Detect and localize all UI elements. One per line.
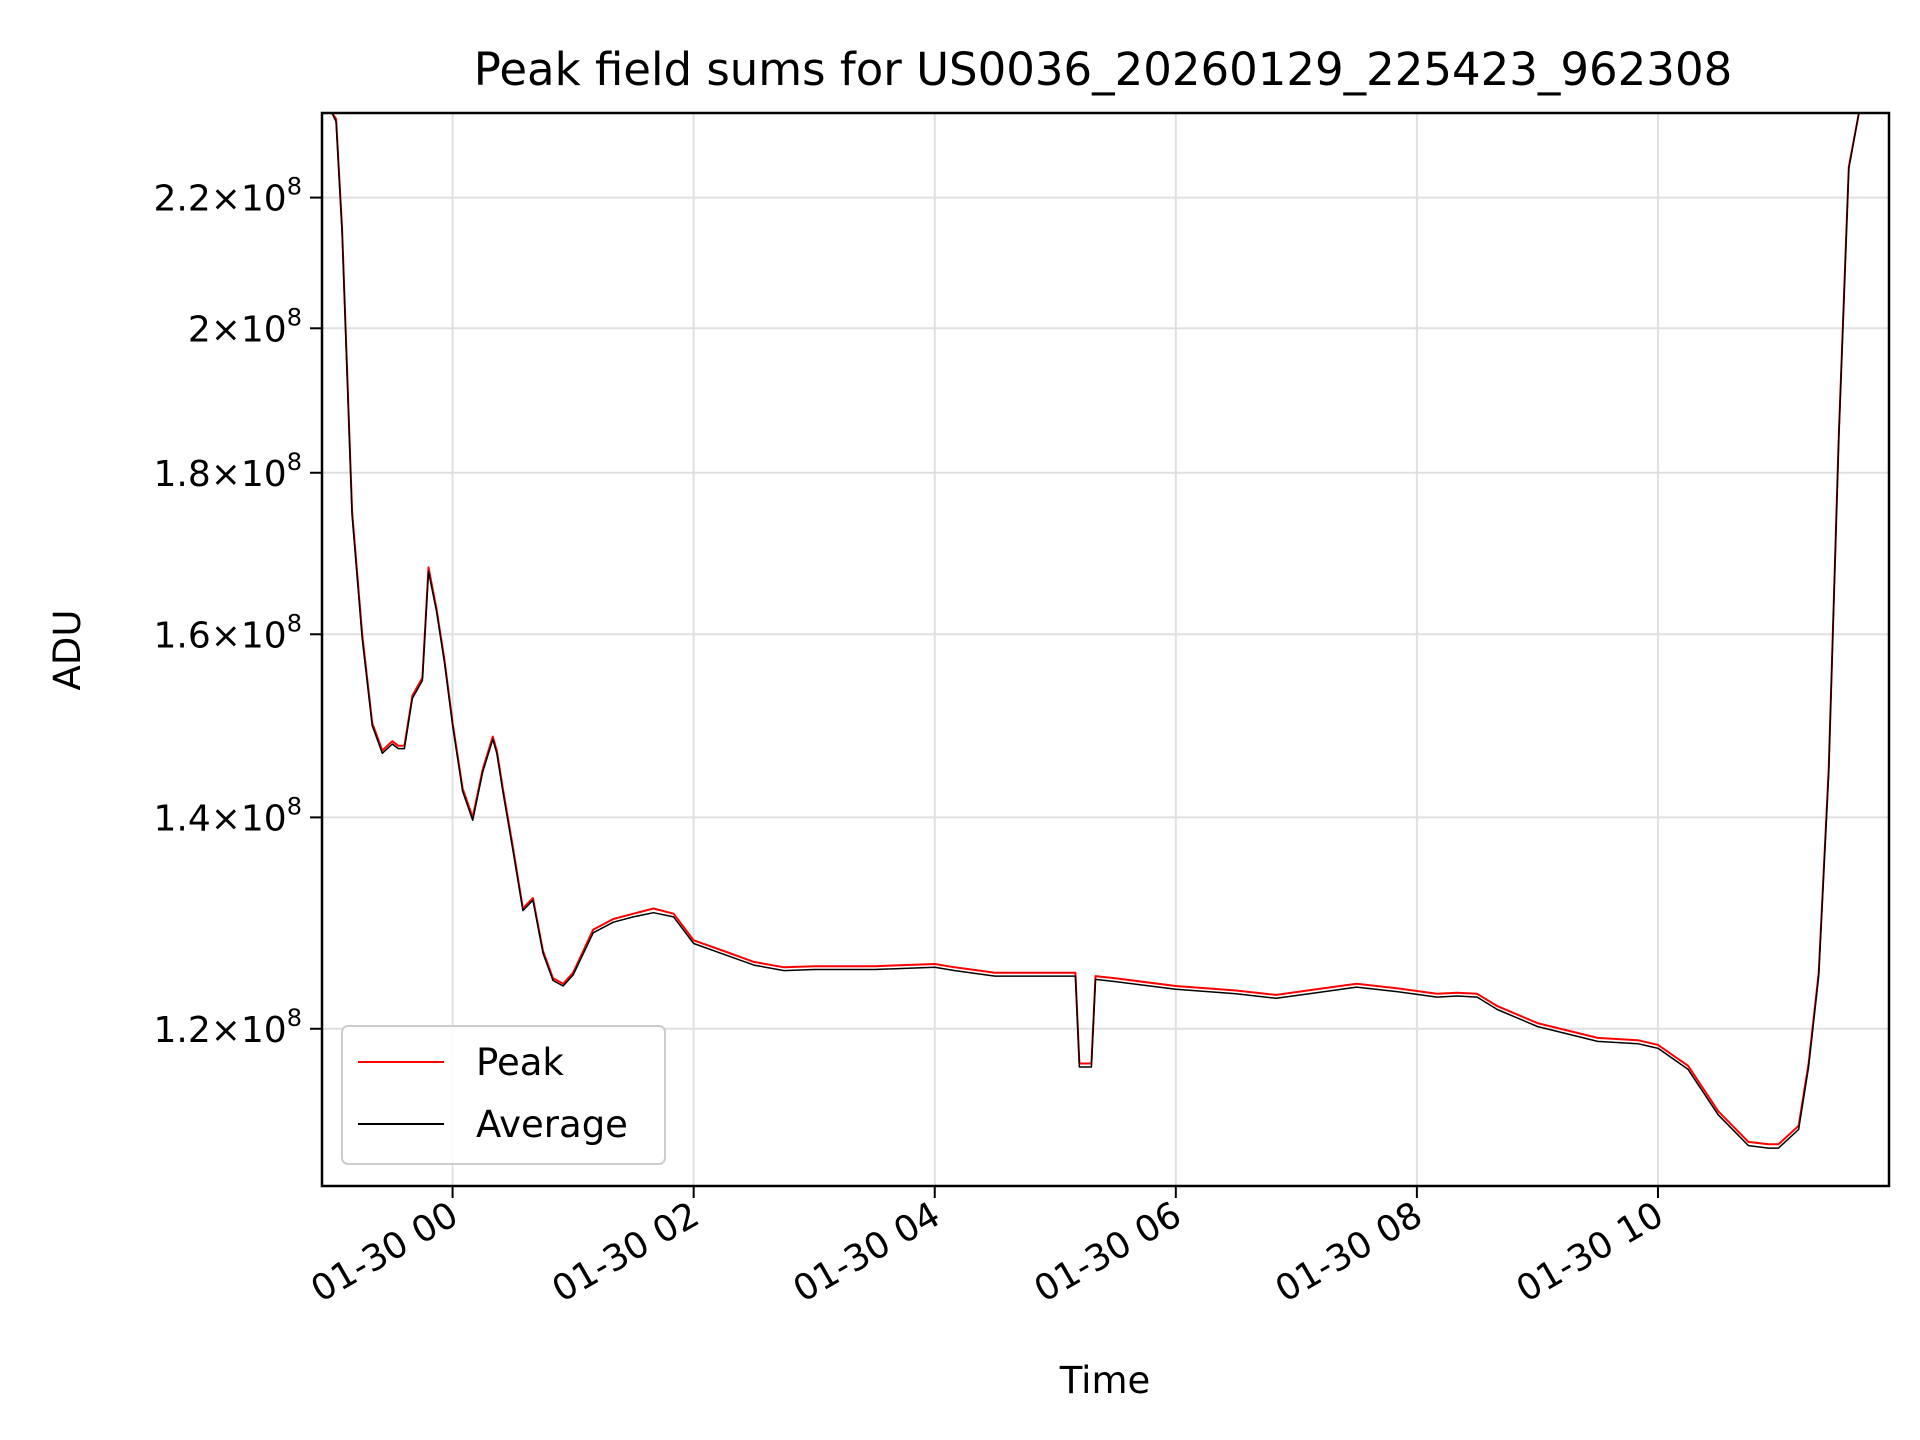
legend: Peak Average bbox=[341, 1025, 666, 1165]
y-tick-mantissa: 2 bbox=[188, 309, 211, 350]
y-tick-base: 10 bbox=[241, 454, 287, 495]
y-tick-mantissa: 1.8 bbox=[153, 454, 210, 495]
y-tick-base: 10 bbox=[241, 179, 287, 220]
y-tick-label: 1.2×108 bbox=[153, 1004, 302, 1051]
y-tick-times: × bbox=[211, 454, 241, 495]
y-tick-base: 10 bbox=[241, 615, 287, 656]
y-tick-times: × bbox=[211, 615, 241, 656]
y-tick-times: × bbox=[211, 1010, 241, 1051]
y-tick-times: × bbox=[211, 798, 241, 839]
y-tick-label: 2×108 bbox=[188, 303, 302, 350]
y-tick-exponent: 8 bbox=[287, 792, 302, 820]
y-tick-label: 1.6×108 bbox=[153, 609, 302, 656]
y-tick-base: 10 bbox=[241, 309, 287, 350]
y-tick-label: 1.8×108 bbox=[153, 448, 302, 495]
y-tick-exponent: 8 bbox=[287, 1004, 302, 1032]
y-tick-mantissa: 1.4 bbox=[153, 798, 210, 839]
y-tick-label: 1.4×108 bbox=[153, 792, 302, 839]
y-tick-times: × bbox=[211, 179, 241, 220]
legend-box bbox=[341, 1025, 666, 1165]
y-tick-exponent: 8 bbox=[287, 173, 302, 201]
plot-area bbox=[322, 113, 1889, 1149]
y-tick-exponent: 8 bbox=[287, 303, 302, 331]
y-tick-mantissa: 1.6 bbox=[153, 615, 210, 656]
y-gridlines bbox=[322, 196, 1889, 1030]
series-line-average bbox=[322, 113, 1889, 1149]
legend-label-peak: Peak bbox=[476, 1041, 564, 1084]
y-tick-label: 2.2×108 bbox=[153, 173, 302, 220]
series-line-peak bbox=[322, 113, 1889, 1146]
y-axis-label: ADU bbox=[46, 610, 89, 691]
x-gridlines bbox=[451, 113, 1659, 1186]
plot-frame bbox=[320, 111, 1891, 1188]
y-tick-exponent: 8 bbox=[287, 448, 302, 476]
y-tick-mantissa: 2.2 bbox=[153, 179, 210, 220]
y-tick-base: 10 bbox=[241, 798, 287, 839]
legend-label-average: Average bbox=[476, 1103, 628, 1146]
chart-title: Peak field sums for US0036_20260129_2254… bbox=[474, 43, 1732, 96]
y-tick-base: 10 bbox=[241, 1010, 287, 1051]
y-tick-exponent: 8 bbox=[287, 609, 302, 637]
x-axis-label: Time bbox=[1059, 1359, 1151, 1402]
y-tick-mantissa: 1.2 bbox=[153, 1010, 210, 1051]
y-tick-times: × bbox=[211, 309, 241, 350]
